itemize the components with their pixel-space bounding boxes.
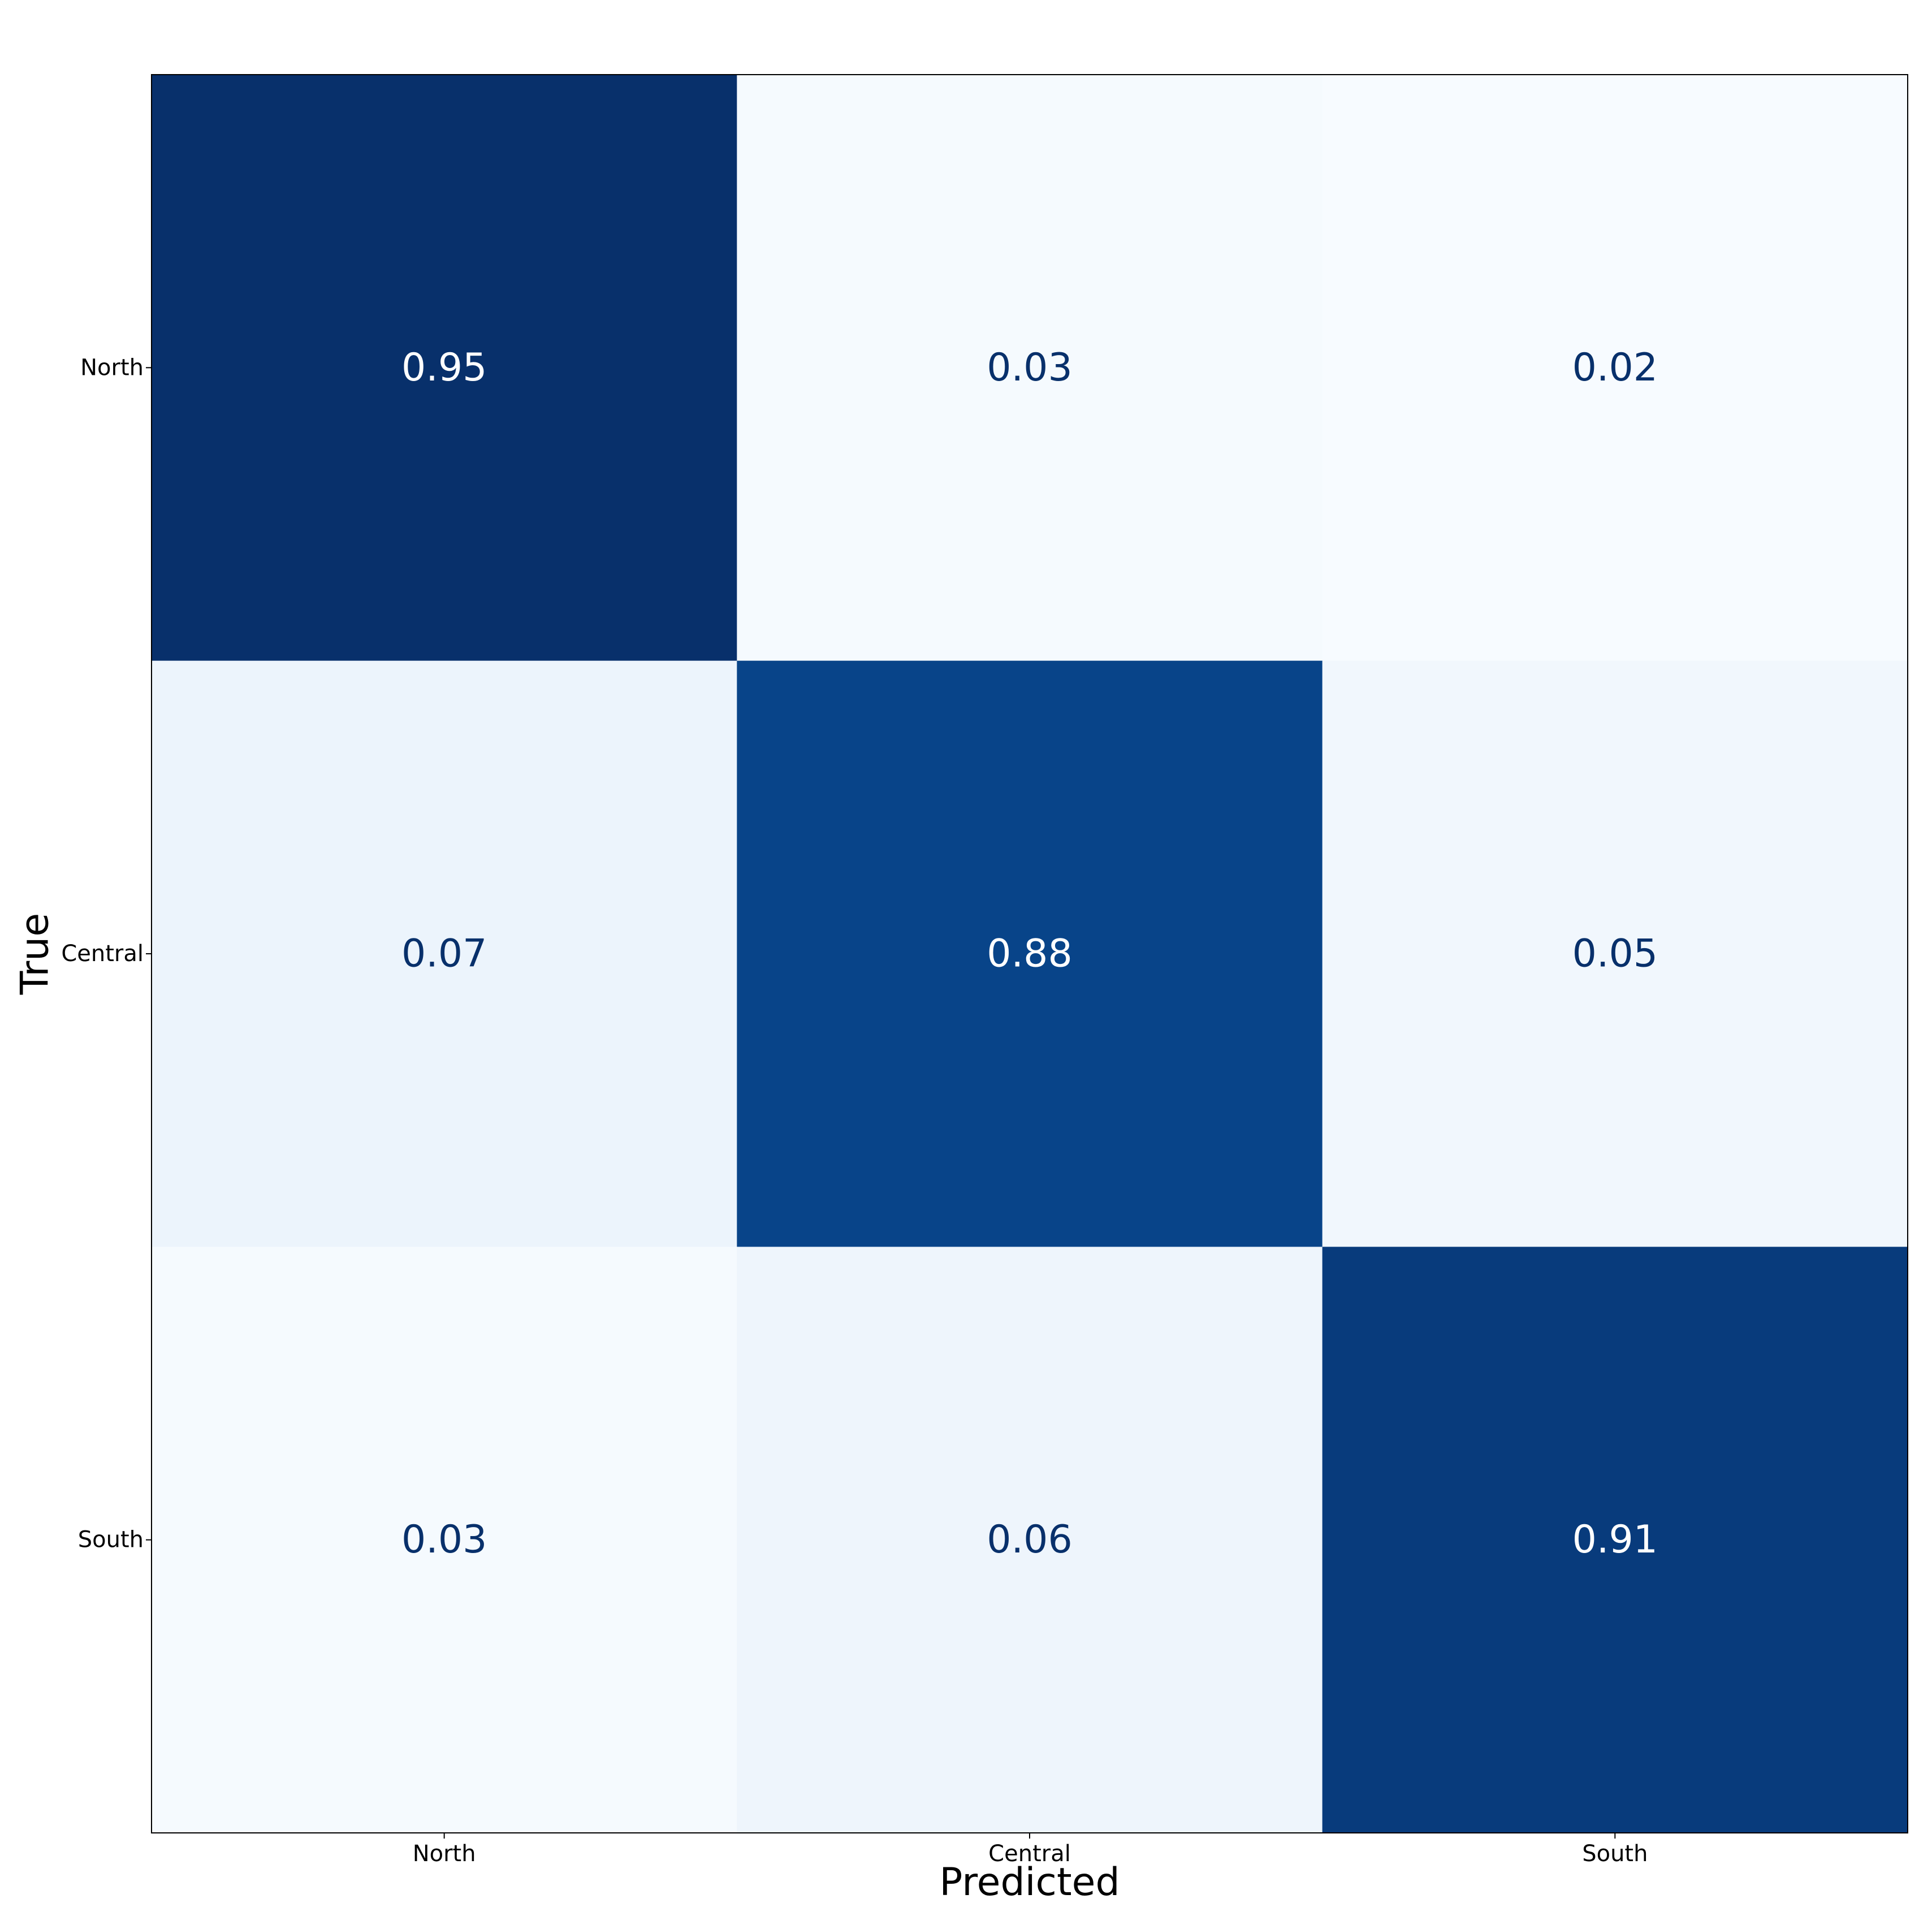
heatmap-cell-1-2 [1322, 660, 1908, 1247]
heatmap-cell-2-1 [737, 1247, 1323, 1833]
heatmap-cell-2-2 [1322, 1247, 1908, 1833]
x-tick-label-2: South [1582, 1841, 1648, 1867]
cell-value-label-1-0: 0.07 [401, 932, 487, 976]
x-axis-ticks: North Central South [413, 1833, 1648, 1867]
y-tick-label-2: South [78, 1527, 144, 1553]
x-axis-label: Predicted [939, 1860, 1120, 1905]
heatmap-cell-0-1 [737, 75, 1323, 661]
cell-value-label-2-2: 0.91 [1572, 1517, 1658, 1562]
cell-value-label-1-1: 0.88 [987, 932, 1072, 976]
heatmap-cell-2-0 [152, 1247, 737, 1833]
y-tick-label-0: North [80, 354, 144, 380]
x-tick-label-1: Central [988, 1841, 1071, 1867]
heatmap-cell-1-0 [152, 660, 737, 1247]
cell-value-label-0-0: 0.95 [401, 345, 487, 390]
cell-value-label-1-2: 0.05 [1572, 932, 1658, 976]
y-axis-ticks: North Central South [61, 354, 152, 1553]
y-axis-label: True [13, 913, 58, 995]
cell-value-label-2-0: 0.03 [401, 1517, 487, 1562]
heatmap-cell-labels: 0.95 0.03 0.02 0.07 0.88 0.05 0.03 0.06 0.91 [401, 345, 1658, 1562]
y-tick-label-1: Central [61, 941, 144, 967]
cell-value-label-0-1: 0.03 [987, 345, 1072, 390]
cell-value-label-2-1: 0.06 [987, 1517, 1072, 1562]
heatmap-cell-1-1 [737, 660, 1323, 1247]
heatmap-cell-0-0 [152, 75, 737, 661]
x-tick-label-0: North [413, 1841, 476, 1867]
cell-value-label-0-2: 0.02 [1572, 345, 1658, 390]
heatmap-cell-0-2 [1322, 75, 1908, 661]
heatmap-cells [152, 75, 1908, 1833]
